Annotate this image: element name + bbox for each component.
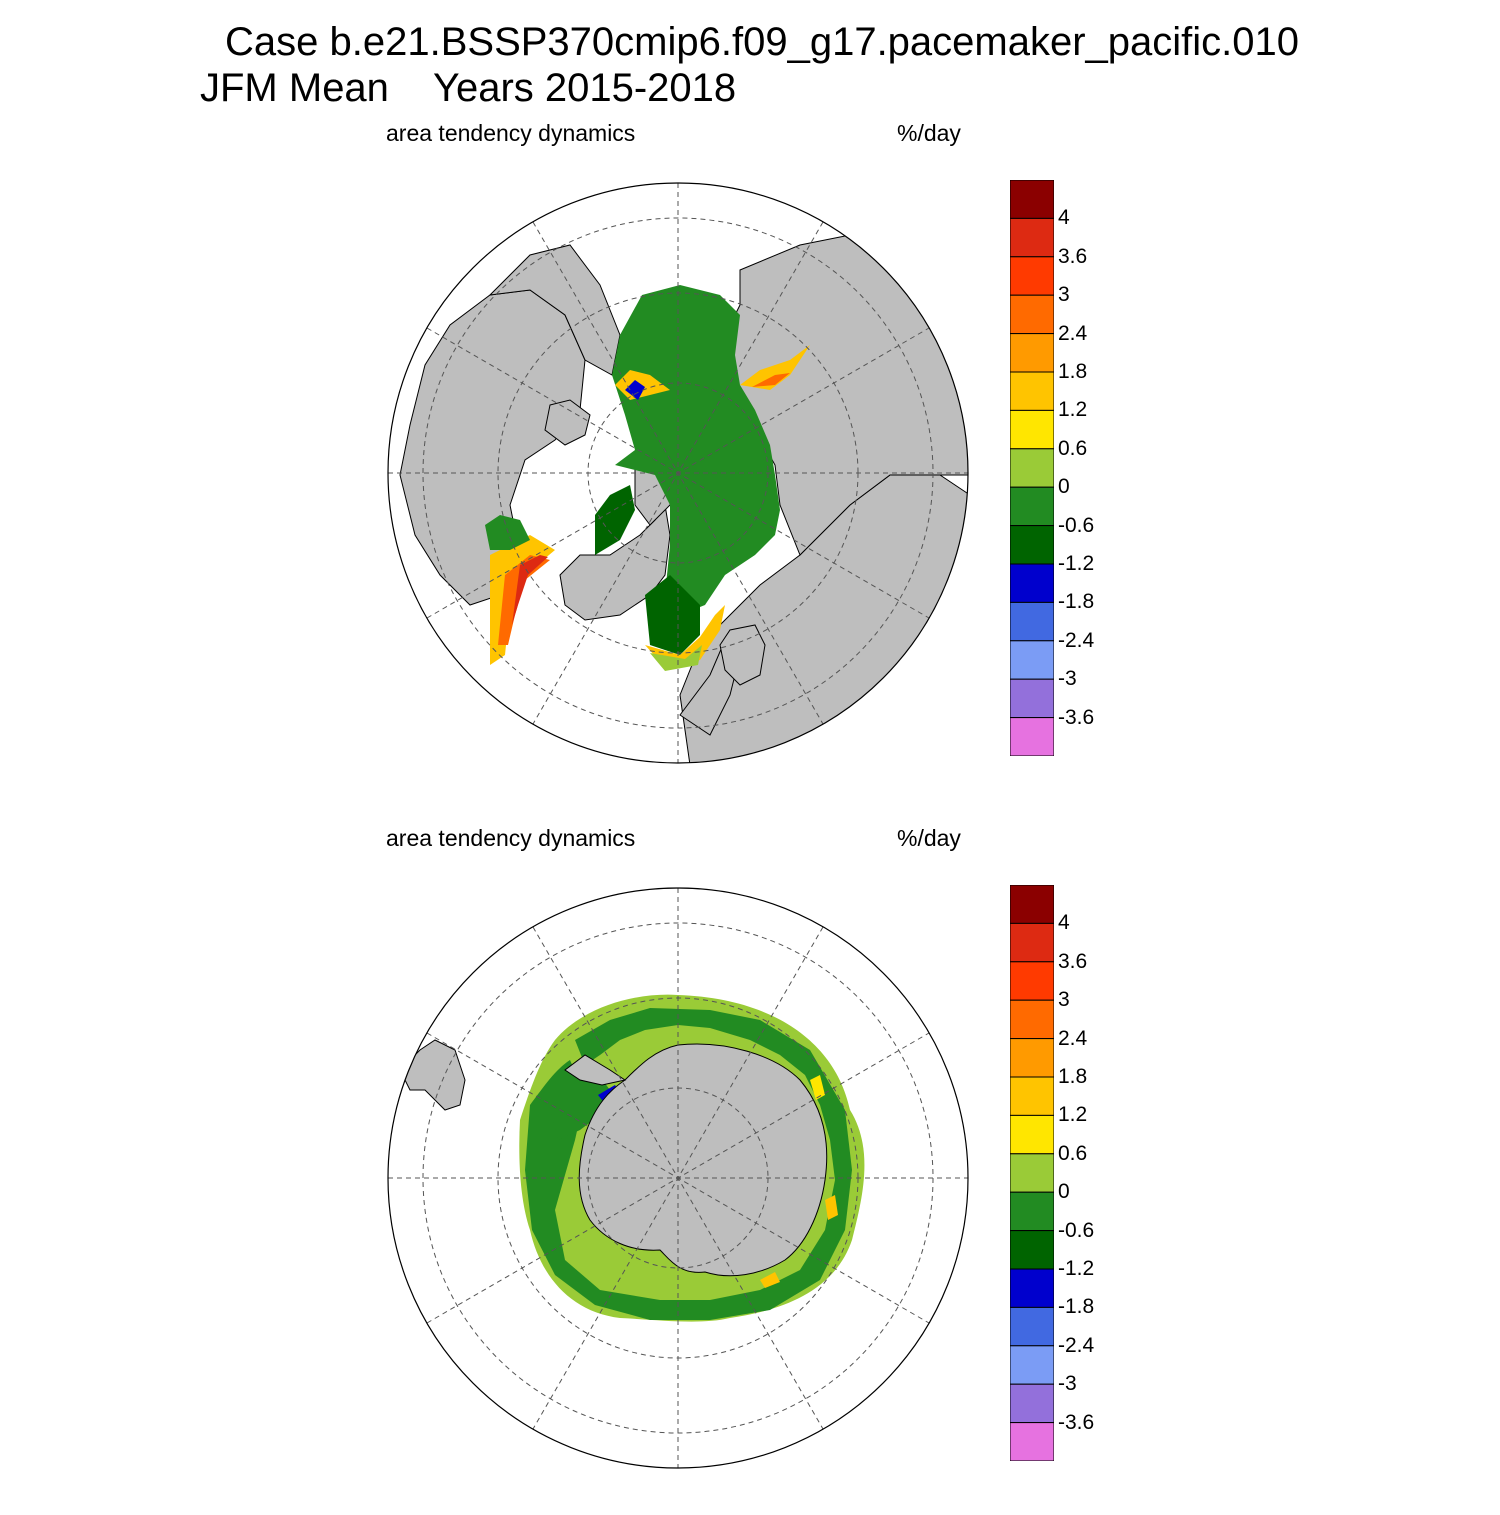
south-colorbar bbox=[1010, 885, 1054, 1461]
south-panel: area tendency dynamics %/day bbox=[0, 815, 1500, 1515]
colorbar-box bbox=[1010, 1422, 1054, 1461]
colorbar-tick-label: -1.8 bbox=[1058, 1295, 1095, 1319]
colorbar-tick-label: -0.6 bbox=[1058, 1218, 1095, 1242]
north-panel: area tendency dynamics %/day bbox=[0, 110, 1500, 810]
colorbar-box bbox=[1010, 1076, 1054, 1116]
colorbar-box bbox=[1010, 409, 1054, 450]
colorbar-tick-label: -3 bbox=[1058, 667, 1077, 691]
south-polar-map bbox=[387, 887, 969, 1469]
colorbar-box bbox=[1010, 525, 1054, 565]
colorbar-box bbox=[1010, 371, 1054, 411]
colorbar-box bbox=[1010, 294, 1054, 335]
colorbar-tick-label: 1.2 bbox=[1058, 398, 1088, 422]
colorbar-box bbox=[1010, 563, 1054, 603]
colorbar-tick-label: -0.6 bbox=[1058, 513, 1095, 537]
colorbar-tick-label: 2.4 bbox=[1058, 321, 1088, 345]
colorbar-tick-label: 2.4 bbox=[1058, 1026, 1088, 1050]
colorbar-tick-label: -2.4 bbox=[1058, 628, 1095, 652]
colorbar-box bbox=[1010, 1114, 1054, 1155]
north-colorbar bbox=[1010, 180, 1054, 756]
south-map-boundary bbox=[387, 887, 969, 1469]
colorbar-box bbox=[1010, 1191, 1054, 1232]
colorbar-box bbox=[1010, 1383, 1054, 1424]
colorbar-tick-label: 1.8 bbox=[1058, 1065, 1088, 1088]
colorbar-box bbox=[1010, 1038, 1054, 1078]
colorbar-box bbox=[1010, 999, 1054, 1040]
north-ice-field bbox=[485, 285, 810, 671]
north-units-label: %/day bbox=[897, 120, 961, 146]
north-map-boundary bbox=[387, 182, 969, 764]
colorbar-tick-label: 0.6 bbox=[1058, 436, 1088, 460]
colorbar-box bbox=[1010, 1230, 1054, 1270]
north-polar-map bbox=[387, 182, 969, 764]
colorbar-tick-label: -1.2 bbox=[1058, 1257, 1095, 1280]
colorbar-box bbox=[1010, 217, 1054, 258]
colorbar-box bbox=[1010, 601, 1054, 642]
colorbar-tick-label: 1.2 bbox=[1058, 1103, 1088, 1127]
colorbar-tick-label: 1.8 bbox=[1058, 360, 1088, 383]
south-america-land bbox=[399, 1039, 466, 1111]
colorbar-tick-label: 3 bbox=[1058, 283, 1070, 307]
colorbar-box bbox=[1010, 256, 1054, 296]
years-label: Years 2015-2018 bbox=[432, 66, 737, 110]
colorbar-box bbox=[1010, 486, 1054, 527]
colorbar-tick-label: -1.2 bbox=[1058, 552, 1095, 575]
colorbar-box bbox=[1010, 1268, 1054, 1308]
colorbar-tick-label: -3 bbox=[1058, 1372, 1077, 1396]
colorbar-box bbox=[1010, 961, 1054, 1001]
colorbar-box bbox=[1010, 1153, 1054, 1193]
north-graticule bbox=[388, 183, 968, 763]
colorbar-box bbox=[1010, 448, 1054, 488]
south-variable-label: area tendency dynamics bbox=[386, 825, 636, 851]
antarctica-land bbox=[578, 1043, 828, 1277]
colorbar-tick-label: 4 bbox=[1058, 206, 1070, 230]
colorbar-box bbox=[1010, 333, 1054, 373]
colorbar-box bbox=[1010, 1306, 1054, 1347]
colorbar-tick-label: 4 bbox=[1058, 911, 1070, 935]
colorbar-tick-label: -3.6 bbox=[1058, 705, 1095, 729]
north-variable-label: area tendency dynamics bbox=[386, 120, 636, 146]
colorbar-tick-label: 0 bbox=[1058, 475, 1070, 499]
colorbar-tick-label: 0.6 bbox=[1058, 1141, 1088, 1165]
colorbar-box bbox=[1010, 885, 1054, 924]
colorbar-tick-label: -1.8 bbox=[1058, 590, 1095, 614]
south-graticule bbox=[388, 888, 968, 1468]
colorbar-box bbox=[1010, 180, 1054, 219]
colorbar-tick-label: 0 bbox=[1058, 1180, 1070, 1204]
colorbar-box bbox=[1010, 678, 1054, 719]
colorbar-tick-label: -3.6 bbox=[1058, 1410, 1095, 1434]
season-label: JFM Mean bbox=[200, 66, 389, 110]
colorbar-box bbox=[1010, 717, 1054, 756]
colorbar-tick-label: 3.6 bbox=[1058, 244, 1088, 268]
colorbar-box bbox=[1010, 922, 1054, 963]
colorbar-tick-label: 3 bbox=[1058, 988, 1070, 1012]
case-title: Case b.e21.BSSP370cmip6.f09_g17.pacemake… bbox=[225, 20, 1300, 64]
colorbar-tick-label: -2.4 bbox=[1058, 1333, 1095, 1357]
south-units-label: %/day bbox=[897, 825, 961, 851]
colorbar-tick-label: 3.6 bbox=[1058, 949, 1088, 973]
colorbar-box bbox=[1010, 640, 1054, 680]
season-title: JFM Mean Years 2015-2018 bbox=[200, 66, 736, 111]
colorbar-box bbox=[1010, 1345, 1054, 1385]
